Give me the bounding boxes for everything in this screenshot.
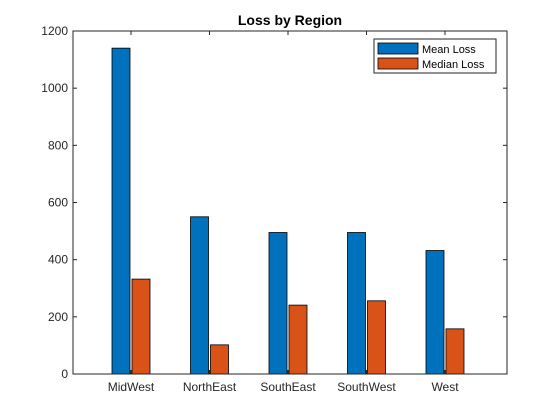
legend-swatch-median-loss — [377, 57, 419, 70]
legend: Mean Loss Median Loss — [373, 38, 497, 74]
y-tick-label-1000: 1000 — [41, 81, 68, 95]
bar-mean-loss-southeast — [268, 232, 288, 375]
bar-median-loss-west — [445, 328, 465, 375]
bar-mean-loss-west — [425, 250, 445, 375]
chart-title: Loss by Region — [238, 12, 342, 28]
x-tick-label-west: West — [431, 380, 459, 394]
x-tick-label-southwest: SouthWest — [337, 380, 396, 394]
y-tick-label-0: 0 — [61, 367, 68, 381]
x-tick-label-southeast: SouthEast — [260, 380, 316, 394]
legend-label-mean-loss: Mean Loss — [422, 44, 476, 56]
legend-swatch-mean-loss — [377, 42, 419, 55]
legend-label-median-loss: Median Loss — [422, 59, 485, 71]
bar-median-loss-midwest — [131, 278, 151, 375]
x-tick-label-midwest: MidWest — [108, 380, 155, 394]
y-tick-label-600: 600 — [48, 196, 68, 210]
y-tick-label-200: 200 — [48, 310, 68, 324]
y-tick-label-800: 800 — [48, 138, 68, 152]
bars-group — [111, 47, 465, 375]
bar-median-loss-southeast — [288, 304, 308, 375]
y-axis-ticks: 0 200 400 600 800 1000 1200 — [41, 24, 507, 381]
bar-median-loss-northeast — [210, 344, 229, 375]
bar-median-loss-southwest — [367, 300, 386, 375]
x-axis-ticks: MidWest NorthEast SouthEast SouthWest West — [108, 31, 459, 394]
bar-mean-loss-midwest — [111, 47, 131, 375]
y-tick-label-400: 400 — [48, 253, 68, 267]
x-tick-label-northeast: NorthEast — [183, 380, 237, 394]
bar-mean-loss-southwest — [347, 232, 366, 375]
y-tick-label-1200: 1200 — [41, 24, 68, 38]
bar-mean-loss-northeast — [190, 216, 209, 375]
plot-frame — [72, 30, 508, 375]
